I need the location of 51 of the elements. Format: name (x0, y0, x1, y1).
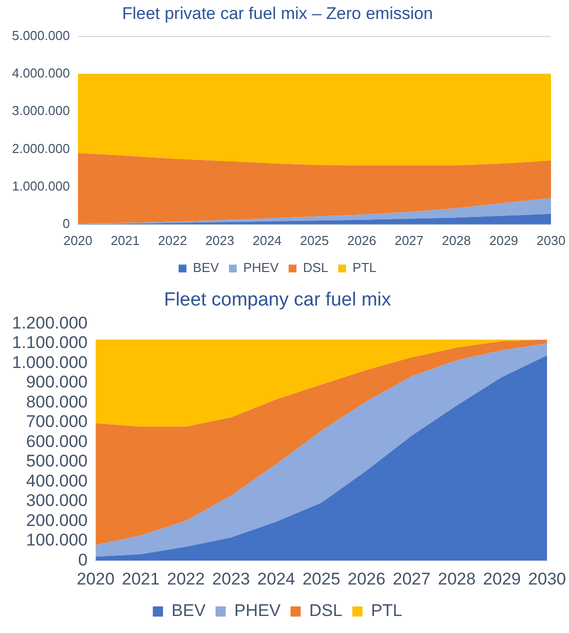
x-tick-label: 2027 (394, 232, 424, 248)
y-tick-label: 500.000 (26, 452, 88, 471)
y-tick-label: 100.000 (26, 530, 88, 550)
y-tick-label: 0 (62, 216, 70, 231)
legend-label: DSL (302, 260, 328, 276)
x-tick-label: 2023 (205, 232, 234, 248)
y-tick-label: 3.000.000 (12, 103, 70, 118)
y-tick-label: 1.100.000 (12, 333, 88, 352)
y-tick-label: 4.000.000 (12, 66, 70, 81)
x-tick-label: 2028 (442, 232, 471, 248)
x-tick-label: 2022 (167, 569, 205, 588)
x-tick-label: 2021 (110, 232, 140, 248)
x-tick-label: 2025 (300, 232, 329, 248)
y-tick-label: 400.000 (26, 471, 88, 490)
x-tick-label: 2028 (438, 569, 476, 588)
x-tick-label: 2022 (158, 232, 187, 248)
y-tick-label: 200.000 (26, 510, 88, 530)
y-tick-label: 300.000 (26, 491, 88, 510)
x-tick-label: 2026 (347, 232, 376, 248)
x-tick-label: 2030 (528, 569, 566, 588)
x-tick-label: 2021 (122, 569, 160, 588)
legend-label: BEV (192, 260, 220, 276)
x-tick-label: 2020 (76, 569, 115, 588)
x-tick-label: 2024 (257, 569, 296, 588)
y-tick-label: 1.000.000 (12, 352, 88, 372)
legend-label: DSL (309, 601, 342, 620)
y-tick-label: 0 (78, 550, 88, 570)
y-tick-label: 800.000 (26, 392, 88, 412)
y-tick-label: 700.000 (26, 412, 88, 432)
y-tick-label: 600.000 (26, 432, 88, 451)
chart-title: Fleet private car fuel mix – Zero emission (122, 4, 433, 23)
chart-title: Fleet company car fuel mix (164, 290, 392, 311)
x-tick-label: 2023 (212, 569, 250, 588)
y-tick-label: 5.000.000 (12, 28, 70, 43)
x-tick-label: 2025 (302, 569, 340, 588)
y-tick-label: 1.000.000 (12, 178, 70, 194)
y-tick-label: 900.000 (26, 372, 88, 392)
x-tick-label: 2027 (392, 569, 431, 588)
x-tick-label: 2026 (348, 569, 386, 588)
legend-label: PHEV (234, 601, 282, 620)
x-tick-label: 2020 (63, 232, 92, 248)
legend-label: PHEV (243, 260, 279, 276)
legend-label: PTL (371, 601, 402, 620)
y-tick-label: 2.000.000 (12, 140, 70, 156)
x-tick-label: 2029 (489, 232, 518, 248)
x-tick-label: 2029 (483, 569, 521, 588)
x-tick-label: 2030 (536, 232, 566, 248)
x-tick-label: 2024 (252, 232, 282, 248)
legend-label: PTL (352, 260, 376, 276)
y-tick-label: 1.200.000 (12, 313, 88, 332)
legend-label: BEV (172, 601, 206, 620)
